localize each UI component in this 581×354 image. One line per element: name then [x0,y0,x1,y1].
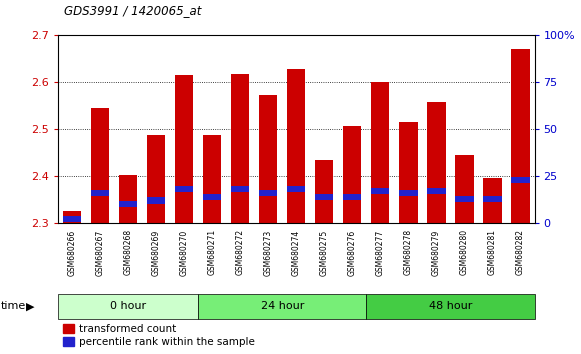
Bar [63,216,81,222]
Bar [119,201,137,207]
Bar [287,186,306,192]
Bar [399,190,418,196]
Bar [259,190,277,196]
Bar [91,190,109,196]
Bar [175,75,193,223]
Bar [343,126,361,223]
Bar [58,294,198,319]
Bar [147,198,165,204]
Bar [231,74,249,223]
Bar [315,194,333,200]
Legend: transformed count, percentile rank within the sample: transformed count, percentile rank withi… [63,324,255,347]
Bar [198,294,367,319]
Bar [367,294,535,319]
Bar [371,188,389,194]
Text: GDS3991 / 1420065_at: GDS3991 / 1420065_at [64,4,201,17]
Bar [63,211,81,223]
Text: time: time [1,301,26,311]
Bar [147,135,165,223]
Bar [428,102,446,223]
Text: 0 hour: 0 hour [110,301,146,311]
Text: 48 hour: 48 hour [429,301,472,311]
Bar [203,194,221,200]
Bar [203,135,221,223]
Bar [91,108,109,223]
Text: ▶: ▶ [26,301,35,311]
Bar [315,160,333,223]
Bar [343,194,361,200]
Bar [456,155,474,223]
Bar [399,122,418,223]
Bar [483,177,501,223]
Bar [231,186,249,192]
Bar [456,195,474,202]
Bar [119,175,137,223]
Bar [287,69,306,223]
Text: 24 hour: 24 hour [261,301,304,311]
Bar [511,48,530,223]
Bar [259,96,277,223]
Bar [483,195,501,202]
Bar [428,188,446,194]
Bar [511,177,530,183]
Bar [371,82,389,223]
Bar [175,186,193,192]
